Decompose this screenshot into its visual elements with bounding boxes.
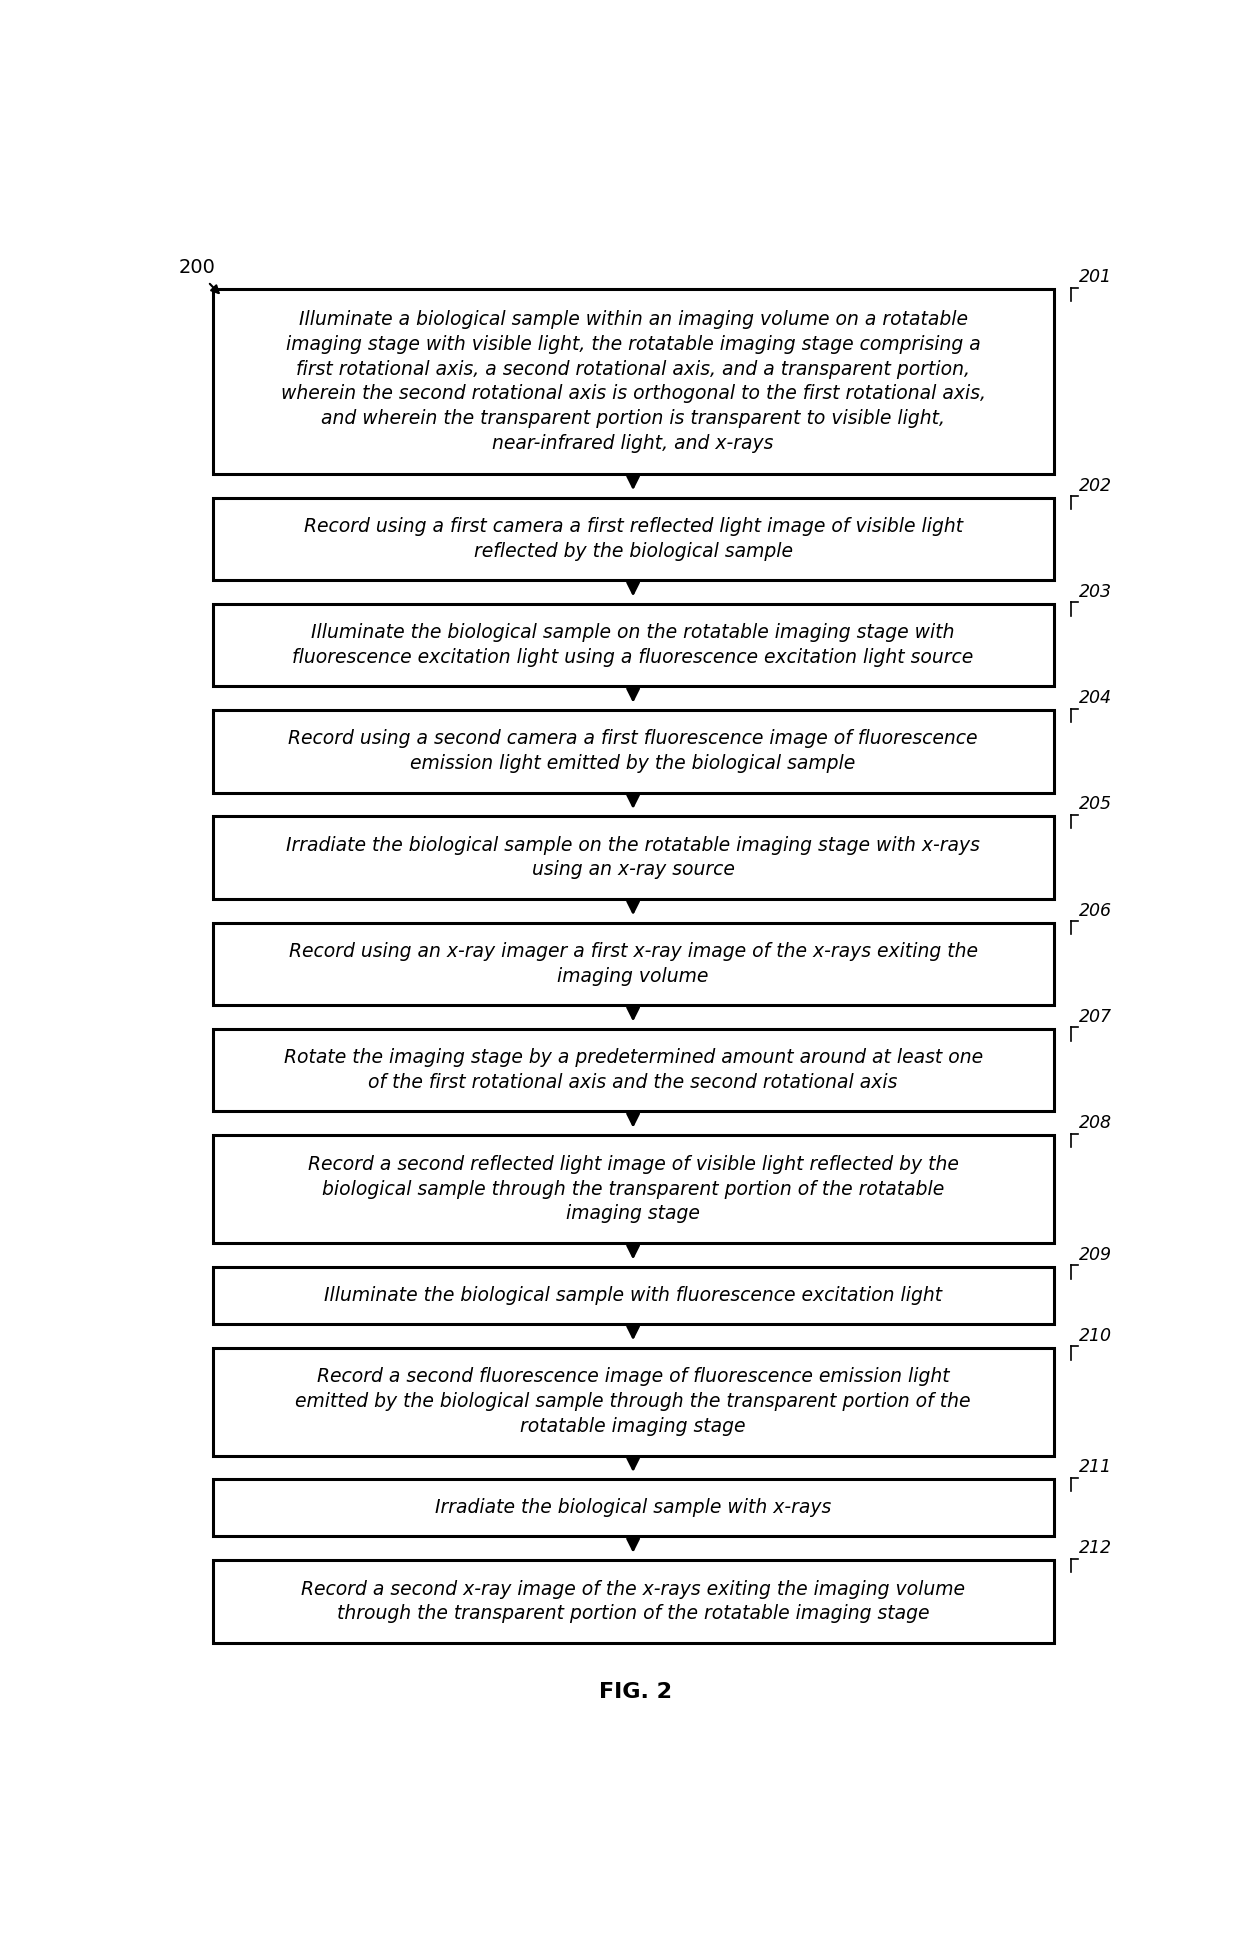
Bar	[213, 605, 1054, 686]
Text: 203: 203	[1079, 583, 1111, 601]
Text: 200: 200	[179, 258, 216, 277]
Text: Record using a first camera a first reflected light image of visible light
refle: Record using a first camera a first refl…	[304, 517, 962, 560]
Text: Illuminate the biological sample on the rotatable imaging stage with
fluorescenc: Illuminate the biological sample on the …	[293, 624, 973, 667]
Text: 210: 210	[1079, 1328, 1111, 1345]
Bar	[213, 1029, 1054, 1110]
Text: 202: 202	[1079, 477, 1111, 494]
Text: 204: 204	[1079, 690, 1111, 707]
Text: 206: 206	[1079, 901, 1111, 919]
Bar	[213, 289, 1054, 475]
Text: Record using a second camera a first fluorescence image of fluorescence
emission: Record using a second camera a first flu…	[289, 729, 978, 773]
Bar	[213, 1560, 1054, 1643]
Bar	[213, 1347, 1054, 1455]
Bar	[213, 1267, 1054, 1324]
Text: Record a second reflected light image of visible light reflected by the
biologic: Record a second reflected light image of…	[308, 1155, 959, 1223]
Text: 209: 209	[1079, 1246, 1111, 1264]
Text: 207: 207	[1079, 1008, 1111, 1025]
Text: Record a second fluorescence image of fluorescence emission light
emitted by the: Record a second fluorescence image of fl…	[295, 1368, 971, 1436]
Text: 201: 201	[1079, 267, 1111, 287]
Text: FIG. 2: FIG. 2	[599, 1682, 672, 1702]
Bar	[213, 1136, 1054, 1242]
Text: Illuminate a biological sample within an imaging volume on a rotatable
imaging s: Illuminate a biological sample within an…	[280, 310, 986, 453]
Bar	[213, 1479, 1054, 1537]
Text: 205: 205	[1079, 795, 1111, 814]
Text: Irradiate the biological sample on the rotatable imaging stage with x-rays
using: Irradiate the biological sample on the r…	[286, 835, 980, 880]
Bar	[213, 816, 1054, 899]
Text: Record using an x-ray imager a first x-ray image of the x-rays exiting the
imagi: Record using an x-ray imager a first x-r…	[289, 942, 977, 986]
Bar	[213, 498, 1054, 579]
Bar	[213, 709, 1054, 793]
Text: Rotate the imaging stage by a predetermined amount around at least one
of the fi: Rotate the imaging stage by a predetermi…	[284, 1048, 982, 1091]
Text: 208: 208	[1079, 1114, 1111, 1132]
Text: Record a second x-ray image of the x-rays exiting the imaging volume
through the: Record a second x-ray image of the x-ray…	[301, 1579, 965, 1624]
Text: 211: 211	[1079, 1459, 1111, 1477]
Text: 212: 212	[1079, 1539, 1111, 1556]
Text: Irradiate the biological sample with x-rays: Irradiate the biological sample with x-r…	[435, 1498, 831, 1517]
Bar	[213, 922, 1054, 1006]
Text: Illuminate the biological sample with fluorescence excitation light: Illuminate the biological sample with fl…	[324, 1287, 942, 1304]
